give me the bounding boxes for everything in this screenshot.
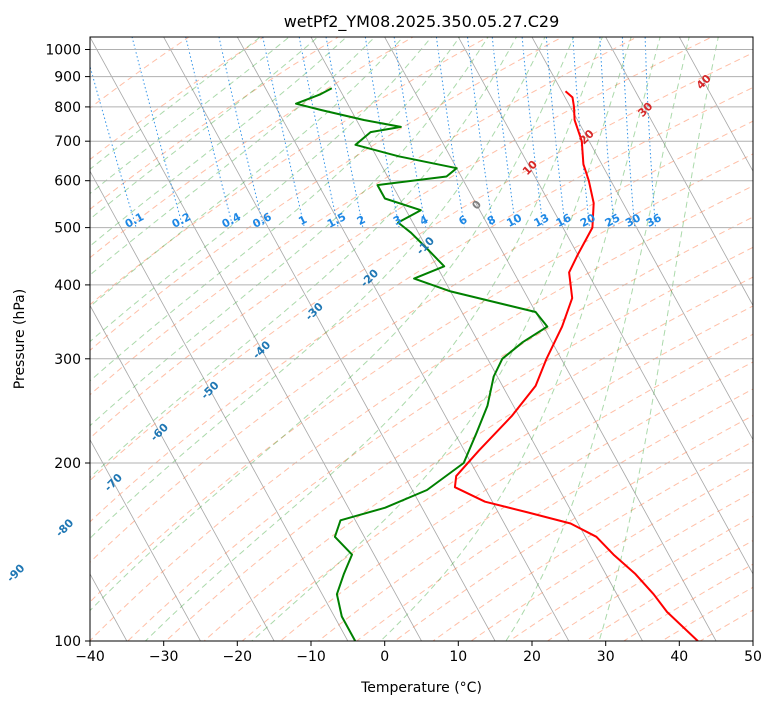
dry-adiabat: [90, 153, 753, 603]
y-tick-label: 700: [54, 134, 81, 150]
mixing-ratio-line: [185, 37, 234, 228]
x-tick-label: −40: [75, 649, 105, 665]
skewed-isotherm: [310, 37, 643, 641]
y-axis-ticks: 100 200 300 400 500 600 700 800 900 1000: [45, 43, 90, 650]
y-tick-label: 800: [54, 100, 81, 116]
y-tick-label: 200: [54, 456, 81, 472]
moist-adiabat: [145, 37, 603, 641]
chart-title: wetPf2_YM08.2025.350.05.27.C29: [284, 12, 560, 32]
mixing-ratio-label: 10: [504, 211, 524, 230]
y-tick-label: 1000: [45, 43, 81, 59]
mixing-ratio-label: 16: [554, 211, 574, 230]
mixing-ratio-line: [644, 37, 656, 228]
temperature-profile-line: [453, 90, 699, 641]
y-axis-label: Pressure (hPa): [12, 289, 28, 389]
dry-adiabat: [546, 515, 753, 641]
background-lines: [90, 37, 753, 641]
moist-adiabat: [90, 37, 376, 276]
skewed-isotherm: [605, 37, 753, 307]
x-axis-label: Temperature (°C): [360, 680, 482, 696]
pressure-gridlines: [90, 49, 753, 641]
dry-adiabat: [90, 120, 753, 563]
y-tick-label: 600: [54, 174, 81, 190]
mixing-ratio-label: 36: [644, 211, 664, 230]
dry-adiabat: [90, 86, 753, 523]
dry-adiabat: [470, 466, 753, 641]
dry-adiabat: [90, 37, 713, 439]
y-tick-label: 100: [54, 634, 81, 650]
x-tick-label: 30: [597, 649, 615, 665]
plot-frame: [89, 36, 754, 642]
skewed-isotherm: [90, 438, 201, 641]
moist-adiabat: [505, 37, 690, 641]
y-tick-label: 400: [54, 278, 81, 294]
mixing-ratio-line: [621, 37, 636, 228]
x-tick-label: −10: [296, 649, 326, 665]
y-tick-label: 900: [54, 70, 81, 86]
dry-adiabat: [90, 37, 414, 259]
moist-adiabat: [598, 37, 719, 641]
mixing-ratio-line: [90, 64, 137, 228]
moist-adiabat: [90, 37, 433, 343]
skewed-isotherm: [236, 37, 570, 641]
mixing-ratio-label: 13: [532, 211, 552, 230]
mixing-ratio-label: 30: [623, 211, 643, 230]
y-tick-label: 500: [54, 221, 81, 237]
skewed-isotherm: [90, 37, 422, 641]
mixing-ratio-line: [572, 37, 590, 228]
dry-adiabat: [90, 52, 753, 482]
mixing-ratio-label: 20: [578, 211, 598, 230]
y-tick-label: 300: [54, 352, 81, 368]
mixing-ratio-line: [131, 37, 184, 228]
skewed-isotherm: [678, 37, 753, 173]
skewed-isotherm: [457, 37, 753, 575]
dry-adiabat: [508, 491, 753, 641]
skewed-isotherm: [90, 304, 275, 641]
profile-lines: [295, 87, 699, 641]
x-tick-label: 20: [523, 649, 541, 665]
mixing-ratio-line: [298, 37, 339, 228]
x-tick-label: −20: [223, 649, 253, 665]
dewpoint-profile-line: [295, 87, 549, 641]
x-axis-ticks: −40 −30 −20 −10 0 10 20 30 40 50: [75, 641, 762, 665]
moist-adiabat: [90, 37, 489, 427]
x-tick-label: −30: [149, 649, 179, 665]
skewed-isotherm: [531, 37, 753, 441]
mixing-ratio-line: [262, 37, 305, 228]
skewed-isotherm: [90, 170, 349, 641]
moist-adiabat: [90, 37, 461, 382]
x-tick-label: 10: [449, 649, 467, 665]
x-tick-label: 50: [744, 649, 762, 665]
plot-area: [90, 37, 753, 641]
x-tick-label: 40: [670, 649, 688, 665]
skewed-isotherm: [163, 37, 496, 641]
mixing-ratio-line: [218, 37, 265, 228]
moist-adiabat: [90, 37, 546, 539]
mixing-ratio-line: [599, 37, 615, 228]
moist-adiabat: [90, 37, 319, 220]
mixing-ratio-label: 25: [603, 211, 623, 230]
skewed-isotherm: [384, 37, 717, 641]
dry-adiabat: [432, 440, 753, 641]
x-tick-label: 0: [380, 649, 389, 665]
dry-adiabat: [90, 37, 489, 306]
